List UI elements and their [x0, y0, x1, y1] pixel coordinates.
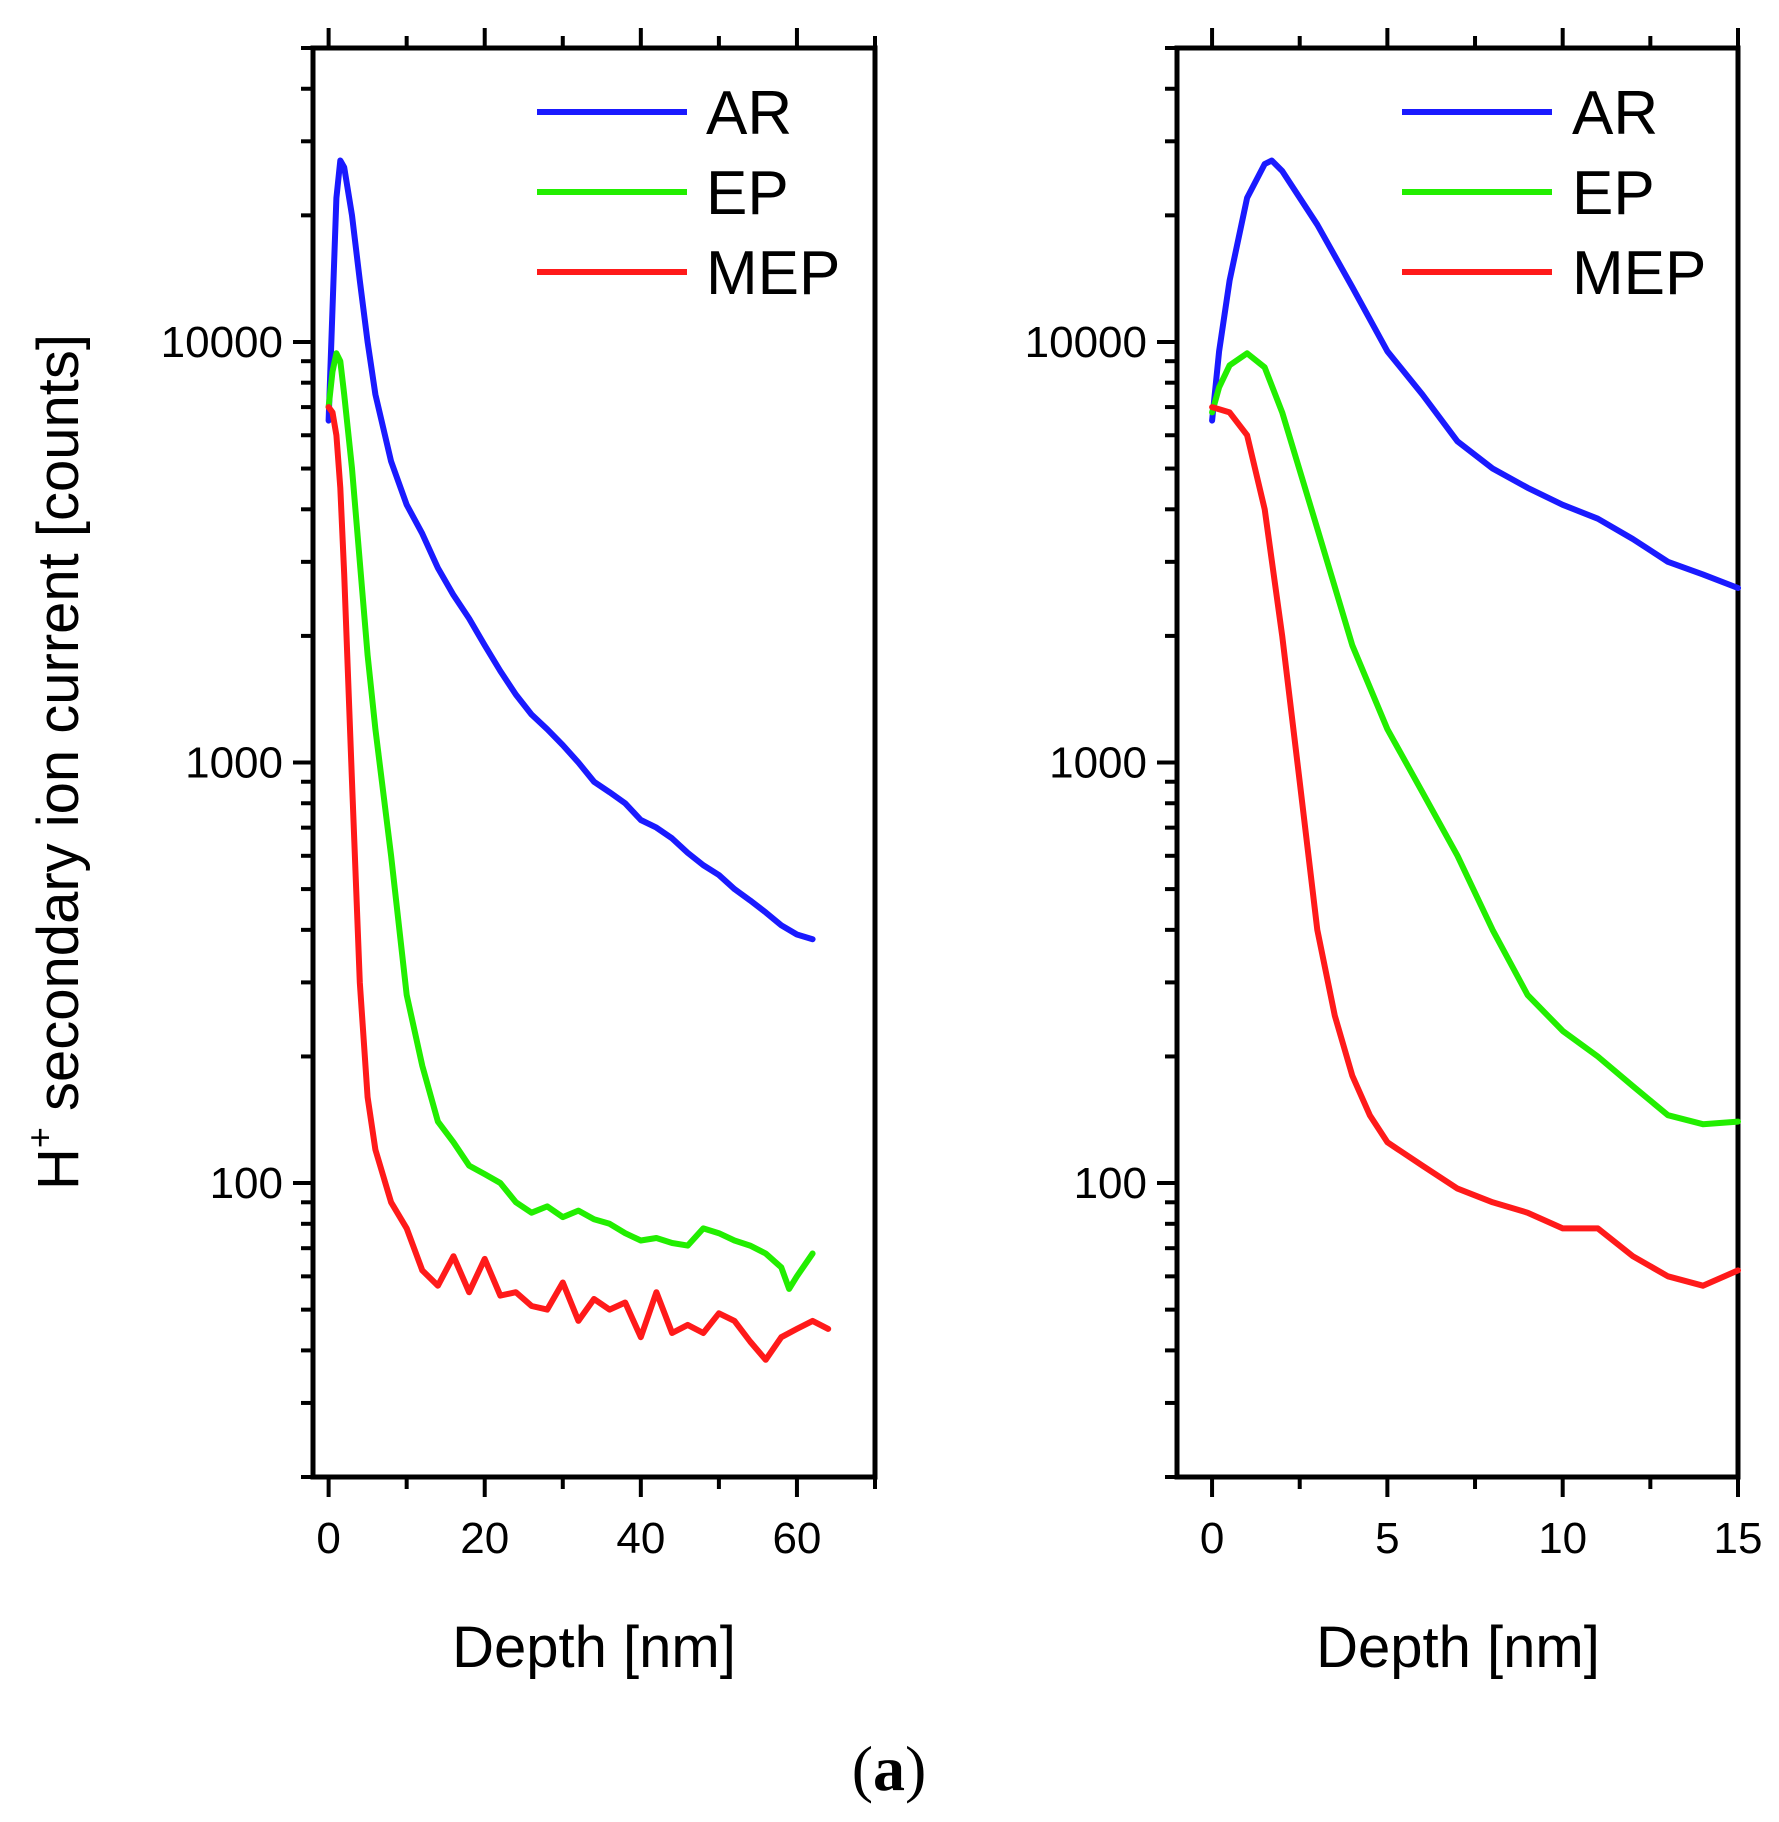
x-axis-title: Depth [nm] [1316, 1615, 1600, 1680]
x-tick-label: 5 [1375, 1514, 1399, 1563]
series-line-ar [325, 157, 816, 943]
figure-caption: (a) [852, 1733, 927, 1804]
y-tick-label: 1000 [1049, 739, 1147, 788]
left-panel: 0 20 40 60 100 1000 10000 Depth [nm] AR EP MEP [161, 28, 878, 1680]
legend-label-ar: AR [1572, 79, 1658, 148]
y-tick-label: 1000 [185, 739, 283, 788]
series-line-ep [325, 350, 816, 1292]
x-tick-label: 20 [460, 1514, 509, 1563]
legend-label-ep: EP [706, 159, 789, 228]
x-tick-label: 15 [1714, 1514, 1763, 1563]
x-tick-label: 0 [1200, 1514, 1224, 1563]
legend-label-ar: AR [706, 79, 792, 148]
series-line-mep [1209, 404, 1741, 1289]
x-tick-label: 0 [316, 1514, 340, 1563]
right-panel: 0 5 10 15 100 1000 10000 Depth [nm] AR EP MEP [1025, 28, 1763, 1680]
legend-label-mep: MEP [706, 239, 840, 308]
y-tick-label: 10000 [161, 318, 283, 367]
y-tick-label: 100 [210, 1159, 283, 1208]
y-tick-label: 10000 [1025, 318, 1147, 367]
x-tick-label: 40 [616, 1514, 665, 1563]
x-tick-label: 10 [1538, 1514, 1587, 1563]
series-line-mep [325, 404, 832, 1363]
x-axis-title: Depth [nm] [452, 1615, 736, 1680]
y-axis-title: H+ secondary ion current [counts] [19, 334, 91, 1190]
series-line-ar [1209, 157, 1741, 591]
x-tick-label: 60 [772, 1514, 821, 1563]
legend-label-ep: EP [1572, 159, 1655, 228]
legend-label-mep: MEP [1572, 239, 1706, 308]
series-line-ep [1209, 350, 1741, 1128]
y-tick-label: 100 [1074, 1159, 1147, 1208]
